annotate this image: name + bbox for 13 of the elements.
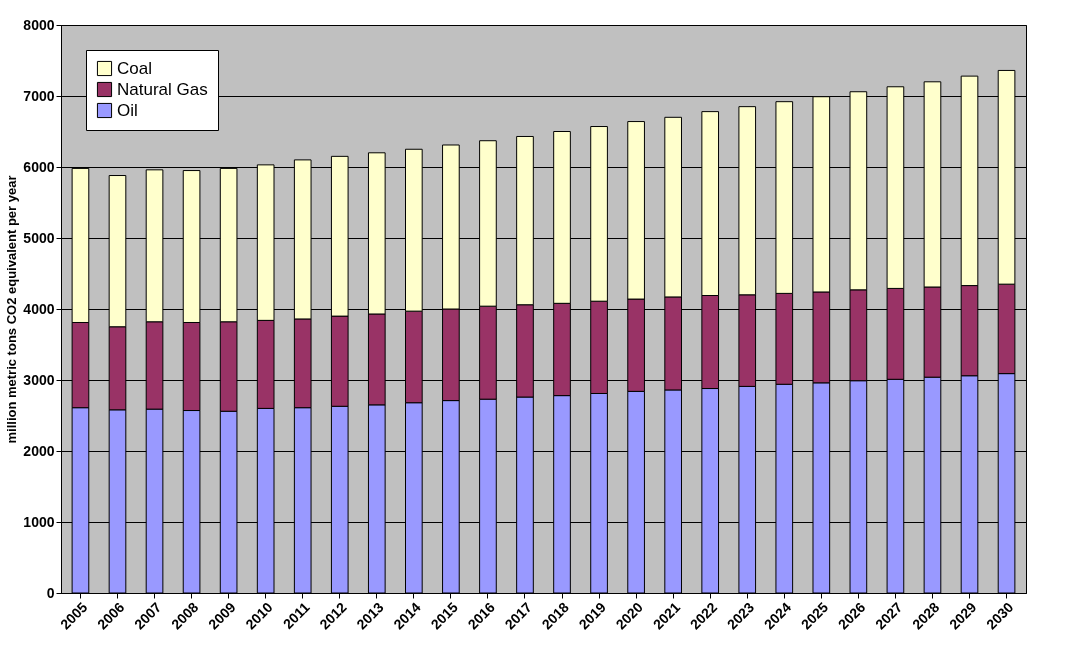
y-tick-label: 0 (46, 584, 55, 601)
y-axis-title: million metric tons CO2 equivalent per year (4, 175, 20, 444)
y-tick-label: 5000 (23, 229, 55, 246)
y-tick-label: 4000 (23, 300, 55, 317)
legend-label: Natural Gas (117, 79, 208, 99)
y-tick-label: 1000 (23, 513, 55, 530)
y-tick-label: 2000 (23, 442, 55, 459)
legend-label: Coal (117, 58, 152, 78)
y-tick-label: 6000 (23, 158, 55, 175)
y-tick-label: 3000 (23, 371, 55, 388)
y-tick-label: 7000 (23, 87, 55, 104)
legend-label: Oil (117, 100, 138, 120)
y-tick-label: 8000 (23, 16, 55, 33)
